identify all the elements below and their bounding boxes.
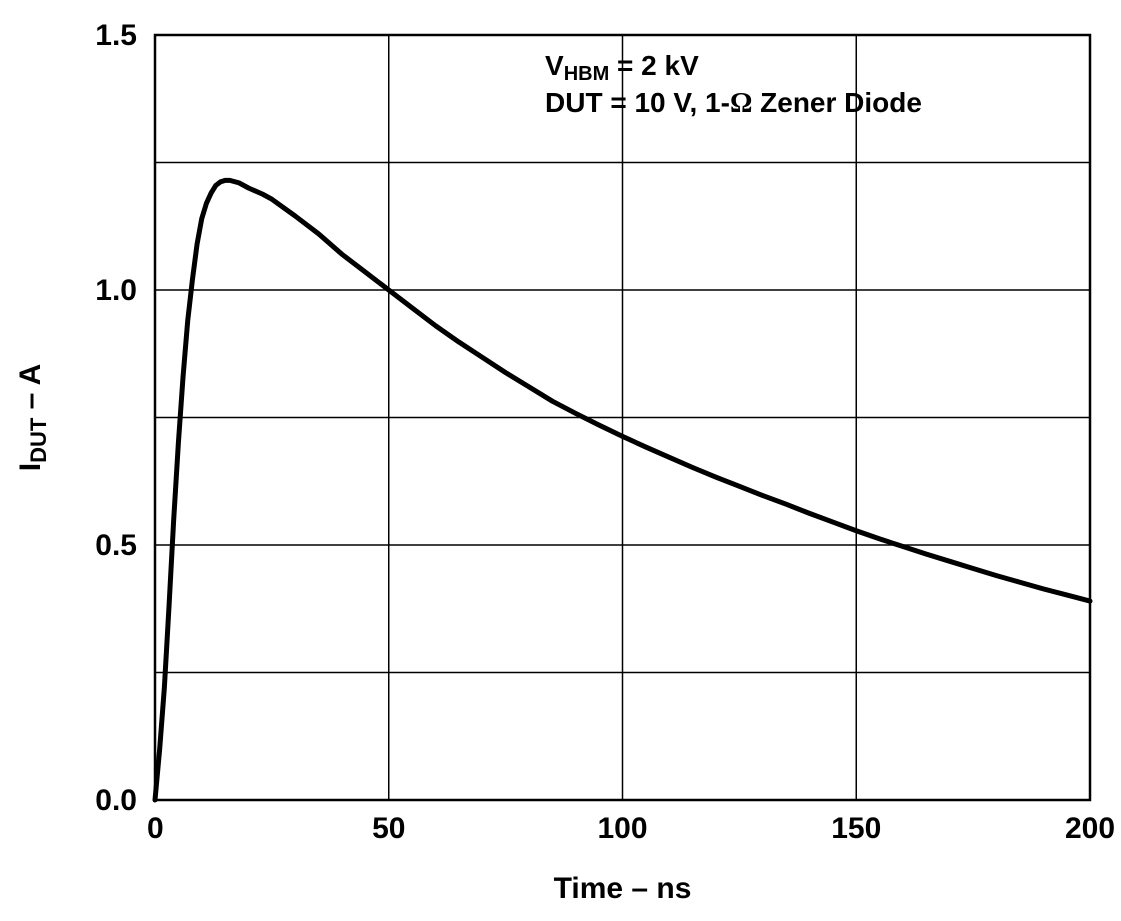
annotation-line-2: DUT = 10 V, 1-Ω Zener Diode (545, 87, 922, 119)
y-tick-label: 1.0 (95, 274, 137, 307)
x-tick-label: 50 (372, 812, 405, 845)
x-tick-label: 200 (1065, 812, 1115, 845)
x-axis-label: Time – ns (554, 872, 692, 905)
x-tick-label: 0 (147, 812, 164, 845)
y-tick-label: 1.5 (95, 19, 137, 52)
x-tick-label: 100 (597, 812, 647, 845)
y-tick-label: 0.5 (95, 529, 137, 562)
y-tick-label: 0.0 (95, 784, 137, 817)
y-axis-label: IDUT – A (14, 364, 51, 471)
hbm-current-chart: 0 50 100 150 200 0.0 0.5 1.0 1.5 Time – ns IDUT – … (0, 0, 1121, 921)
x-tick-label: 150 (831, 812, 881, 845)
